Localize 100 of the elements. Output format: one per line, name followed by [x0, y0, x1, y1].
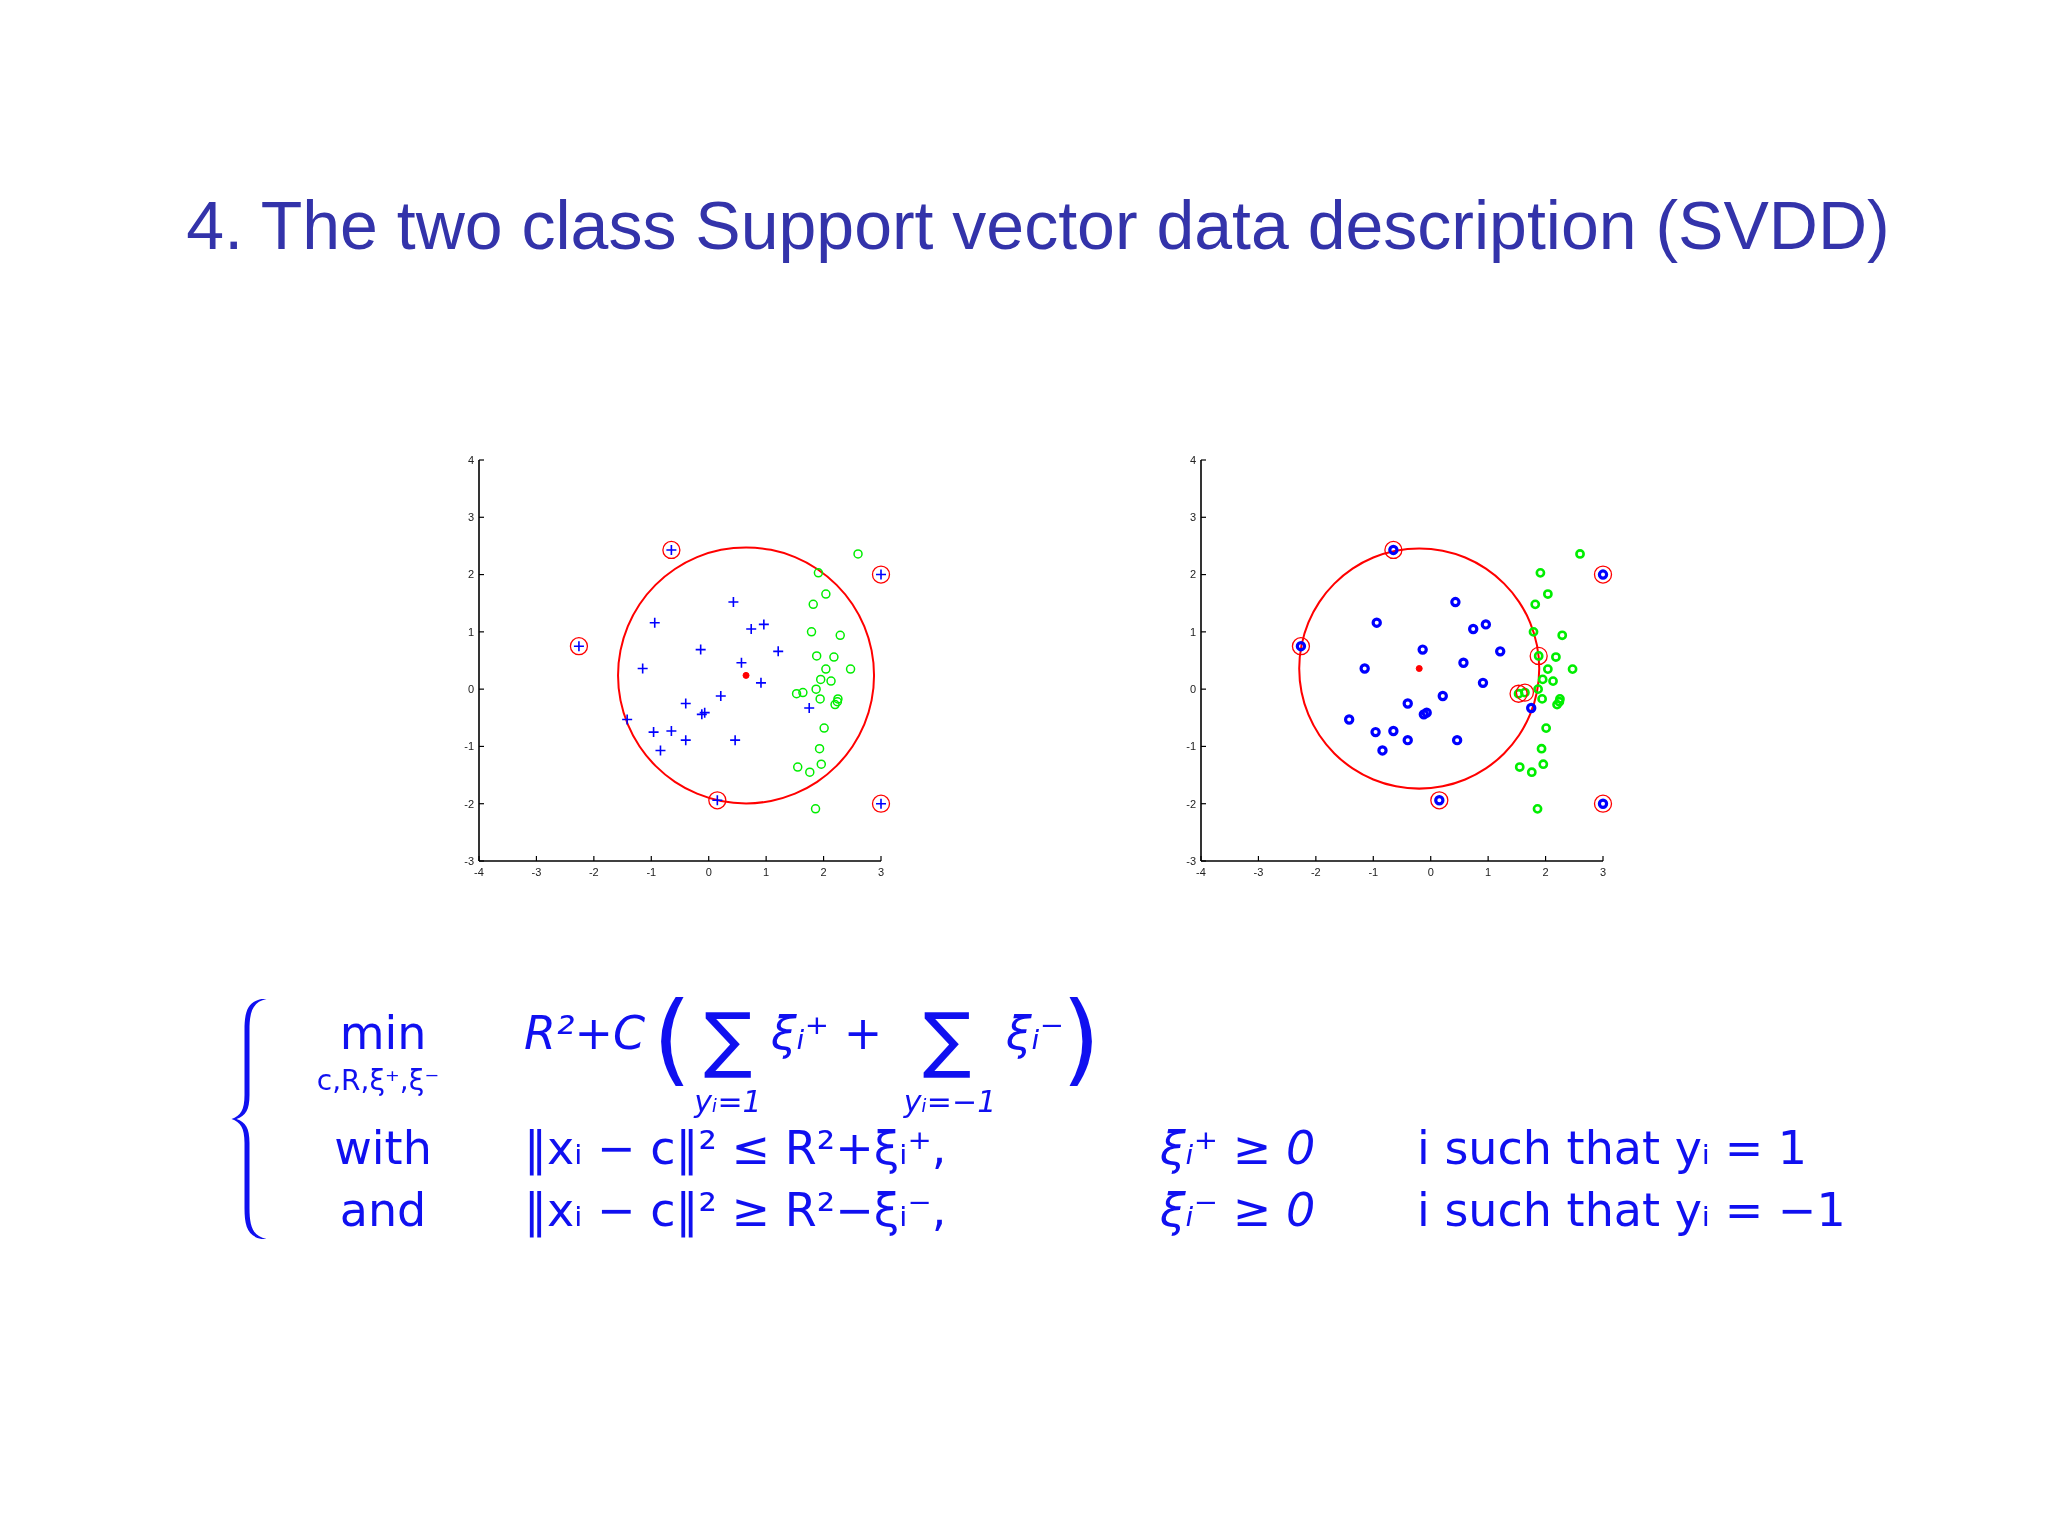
text: min	[339, 1006, 427, 1060]
point	[1526, 767, 1537, 778]
point	[636, 662, 649, 675]
point	[791, 688, 802, 699]
text: with	[334, 1121, 432, 1175]
point	[814, 743, 825, 754]
point	[1451, 734, 1463, 746]
point	[1377, 745, 1388, 756]
point	[808, 599, 818, 610]
text: 4. The two class Support vector data description (SVDD)	[186, 187, 1890, 263]
point	[569, 637, 589, 656]
point	[1359, 663, 1370, 674]
point	[813, 568, 824, 578]
point	[1593, 565, 1613, 584]
point	[772, 645, 784, 658]
point	[1551, 652, 1561, 662]
point	[1537, 693, 1548, 704]
point	[1458, 657, 1469, 668]
y-tick-label: 0	[467, 682, 474, 695]
point	[1514, 762, 1525, 772]
point	[679, 697, 692, 710]
point	[819, 723, 829, 733]
text: ‖xᵢ − c‖² ≥ R²−ξᵢ⁻,	[524, 1183, 947, 1238]
point	[1528, 626, 1539, 637]
point	[679, 734, 692, 746]
x-tick-label: -4	[1196, 866, 1206, 878]
point	[735, 656, 748, 669]
text: and	[339, 1183, 427, 1237]
text: ‖xᵢ − c‖² ≤ R²+ξᵢ⁺,	[524, 1121, 947, 1176]
point	[1417, 644, 1428, 655]
point	[647, 726, 660, 738]
x-tick-label: 3	[1599, 866, 1607, 878]
x-tick-label: -3	[1253, 866, 1264, 878]
point	[1495, 646, 1506, 657]
point	[821, 589, 831, 599]
point	[871, 794, 891, 813]
y-tick-label: 3	[1189, 511, 1196, 524]
point	[1450, 596, 1461, 608]
point	[821, 664, 831, 674]
y-tick-label: 2	[1189, 568, 1196, 581]
point	[826, 676, 836, 686]
y-tick-label: 4	[467, 453, 474, 466]
point	[1529, 646, 1548, 666]
point	[805, 767, 815, 777]
point	[806, 627, 817, 637]
x-tick-label: 0	[705, 866, 712, 878]
text: i such that yᵢ = −1	[1417, 1183, 1846, 1237]
x-tick-label: 1	[1485, 866, 1492, 878]
point	[1536, 743, 1547, 754]
point	[1343, 714, 1355, 725]
text: ξᵢ⁻ ≥ 0	[1159, 1183, 1316, 1237]
point	[1538, 759, 1549, 770]
point	[729, 734, 741, 746]
y-tick-label: 0	[1189, 682, 1196, 695]
point	[1593, 794, 1613, 813]
point	[1370, 726, 1381, 738]
text: c,R,ξ⁺,ξ⁻	[316, 1064, 440, 1097]
point	[1542, 589, 1553, 599]
point	[1480, 619, 1492, 630]
point	[815, 674, 826, 685]
x-tick-label: 1	[763, 866, 770, 878]
point	[1533, 684, 1544, 695]
point	[1537, 674, 1548, 685]
point	[871, 565, 891, 584]
point	[727, 596, 740, 608]
y-tick-label: 3	[467, 511, 474, 524]
point	[798, 687, 808, 698]
point	[853, 549, 863, 559]
point	[1515, 683, 1535, 702]
x-tick-label: -4	[474, 866, 484, 878]
point	[1548, 676, 1558, 687]
y-tick-label: 4	[1189, 453, 1196, 466]
point	[1402, 734, 1413, 746]
point	[758, 618, 770, 631]
point	[714, 690, 727, 702]
point	[1509, 684, 1528, 703]
x-tick-label: 2	[1542, 866, 1549, 878]
point	[694, 643, 707, 656]
point	[662, 540, 681, 560]
text: ξᵢ⁺ ≥ 0	[1159, 1121, 1316, 1175]
point	[1430, 791, 1449, 810]
y-tick-label: -2	[464, 797, 474, 810]
point	[1388, 725, 1399, 737]
x-tick-label: -3	[531, 866, 542, 878]
point	[1526, 702, 1537, 714]
point	[1541, 723, 1552, 733]
text: ∑	[922, 997, 972, 1081]
y-tick-label: -3	[1186, 854, 1196, 867]
x-tick-label: -1	[646, 866, 657, 878]
point	[745, 623, 758, 635]
point	[1542, 664, 1553, 674]
y-tick-label: 1	[1189, 625, 1196, 638]
point	[665, 725, 678, 737]
point	[815, 694, 825, 704]
text: yᵢ=−1	[902, 1084, 997, 1119]
point	[621, 713, 633, 726]
x-tick-label: 3	[877, 866, 885, 878]
y-tick-label: -2	[1186, 797, 1196, 810]
text: R²+C	[524, 1006, 646, 1060]
point	[1557, 630, 1568, 641]
